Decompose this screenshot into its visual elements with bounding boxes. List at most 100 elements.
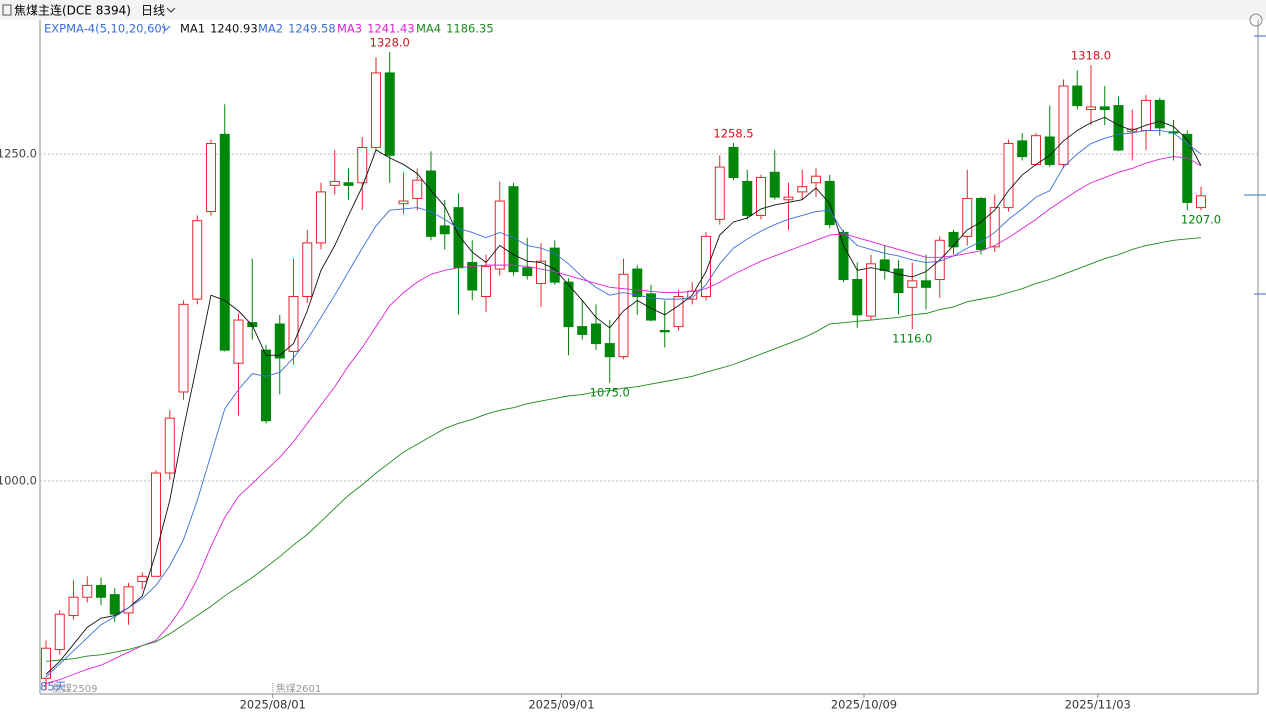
candle-body (604, 343, 615, 358)
high-label: 1328.0 (370, 35, 410, 49)
contract-label: 焦煤2509 (52, 682, 97, 695)
candle-body (921, 280, 931, 288)
candle-body (673, 296, 684, 328)
indicator-chevron[interactable] (161, 25, 171, 31)
corner-icon[interactable] (1249, 13, 1263, 27)
x-tick-label: 2025/10/09 (831, 698, 897, 712)
candle-body (907, 280, 918, 288)
candle-body (206, 143, 216, 213)
candle-body (962, 197, 973, 237)
candle-body (1031, 135, 1041, 165)
candle-body (68, 596, 79, 617)
x-tick-label: 2025/09/01 (528, 698, 594, 712)
instrument-title[interactable]: 焦煤主连(DCE 8394) (14, 3, 131, 18)
candle-body (123, 586, 134, 614)
candle-body (838, 231, 849, 281)
contract-label: 焦煤2601 (276, 682, 321, 695)
ema-line (45, 116, 1202, 675)
legend-value: 1249.58 (288, 22, 336, 36)
legend-name: MA3 (337, 22, 362, 36)
y-tick-label: 1000.0 (0, 473, 37, 487)
candle-body (439, 225, 450, 235)
toolbar (0, 0, 1266, 20)
candle-body (879, 259, 890, 271)
x-tick-label: 2025/11/03 (1065, 698, 1131, 712)
candle-body (137, 575, 148, 583)
candle-body (1196, 195, 1206, 209)
candle-body (481, 265, 491, 298)
candle-body (371, 72, 381, 148)
candle-body (893, 268, 904, 294)
candle-body (591, 323, 601, 345)
candle-body (233, 319, 244, 364)
candle-body (494, 200, 505, 270)
candle-body (316, 191, 326, 244)
legend-value: 1240.93 (210, 22, 258, 36)
candle-body (549, 247, 560, 283)
candle-body (467, 262, 478, 291)
candle-body (54, 613, 65, 651)
candle-body (192, 220, 203, 300)
menu-icon[interactable] (2, 4, 12, 16)
candle-body (1044, 136, 1055, 165)
candle-body (1099, 106, 1110, 111)
ema-line (45, 129, 1202, 678)
candle-body (1182, 133, 1193, 203)
candle-body (274, 323, 285, 359)
candle-body (989, 207, 1000, 248)
candle-body (536, 260, 546, 284)
low-label: 1207.0 (1181, 213, 1221, 227)
candle-body (632, 268, 643, 298)
candle-body (1058, 85, 1069, 165)
candle-body (976, 197, 986, 250)
candle-body (508, 186, 519, 273)
legend-name: MA2 (258, 22, 283, 36)
candle-body (742, 180, 753, 216)
candle-body (756, 177, 766, 216)
low-label: 1116.0 (892, 332, 932, 346)
candle-body (426, 170, 436, 237)
y-tick-label: 1250.0 (0, 146, 37, 160)
x-tick-label: 2025/08/01 (240, 698, 306, 712)
period-selector[interactable]: 日线 (141, 4, 165, 18)
high-label: 1318.0 (1071, 49, 1111, 63)
candle-body (384, 72, 395, 156)
legend-name: MA1 (180, 22, 205, 36)
candle-body (329, 180, 340, 186)
candle-body (1003, 143, 1014, 209)
period-chevron[interactable] (166, 7, 176, 13)
candle-body (247, 322, 258, 328)
candle-body (646, 293, 656, 321)
candle-body (1154, 99, 1165, 129)
candle-body (453, 207, 464, 269)
candle-body (1017, 140, 1028, 158)
candle-body (728, 146, 739, 179)
candle-body (41, 647, 51, 679)
candle-body (659, 330, 670, 333)
indicator-label[interactable]: EXPMA-4(5,10,20,60) (44, 22, 166, 36)
candle-body (563, 281, 574, 328)
candle-body (852, 279, 863, 316)
legend-name: MA4 (416, 22, 441, 36)
candle-body (769, 171, 780, 198)
candle-body (783, 196, 794, 201)
candle-body (82, 584, 93, 598)
candle-body (343, 182, 354, 186)
candle-body (1072, 85, 1083, 107)
candle-body (219, 133, 230, 351)
candle-body (577, 326, 588, 335)
candle-body (412, 179, 423, 199)
candle-body (522, 267, 533, 277)
candle-body (164, 417, 175, 474)
candle-body (948, 231, 959, 248)
candle-body (261, 349, 271, 422)
candle-body (178, 303, 189, 393)
legend-value: 1186.35 (446, 22, 494, 36)
ema-line (45, 156, 1202, 684)
candle-body (714, 166, 725, 220)
candle-body (811, 175, 821, 184)
candle-body (302, 242, 313, 298)
candle-body (1113, 105, 1124, 151)
candle-body (618, 273, 629, 358)
